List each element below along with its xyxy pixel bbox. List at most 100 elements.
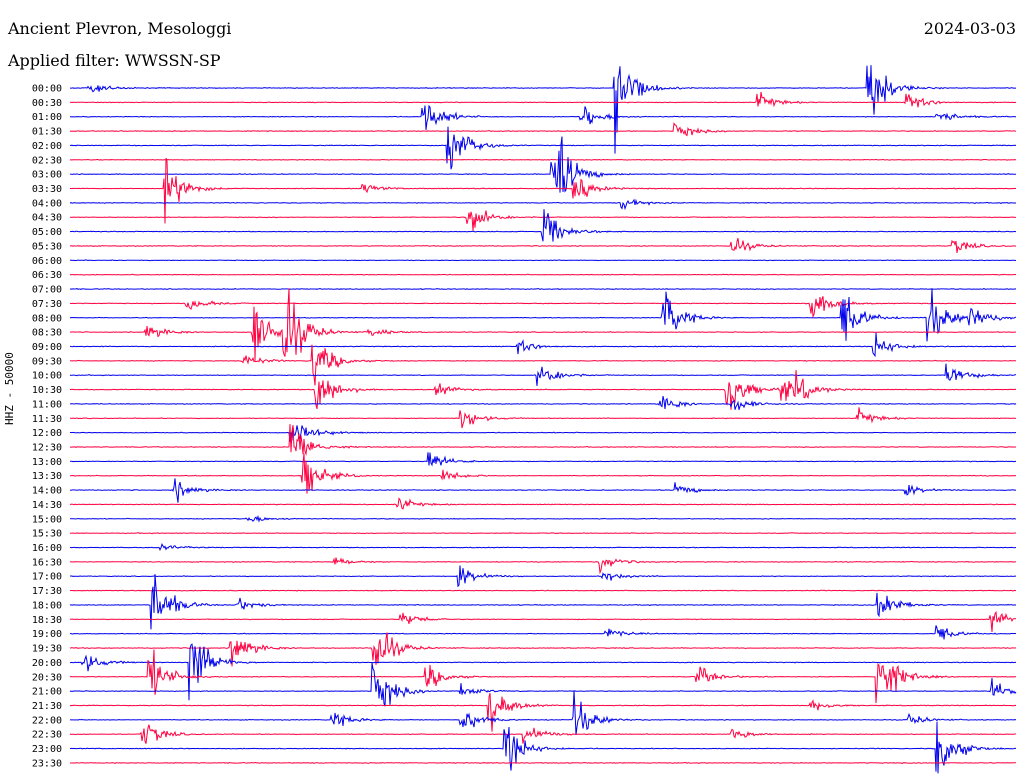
row-time-label: 07:30: [32, 299, 62, 310]
seismic-trace: [69, 643, 1016, 701]
seismic-trace: [69, 478, 1017, 503]
row-time-label: 19:30: [32, 644, 62, 655]
seismic-trace: [69, 761, 1017, 764]
row-time-label: 05:30: [32, 241, 62, 252]
seismic-trace: [69, 662, 1017, 707]
seismic-trace: [69, 574, 1017, 630]
seismic-trace: [69, 452, 1017, 467]
seismic-trace: [70, 210, 1017, 231]
row-time-label: 21:00: [32, 687, 62, 698]
row-time-label: 01:00: [32, 112, 62, 123]
row-time-label: 12:30: [32, 443, 62, 454]
row-time-label: 05:00: [32, 227, 62, 238]
row-time-label: 18:00: [32, 600, 62, 611]
row-time-label: 09:00: [32, 342, 62, 353]
seismic-trace: [69, 288, 1017, 342]
seismic-trace: [69, 158, 1016, 161]
date-label: 2024-03-03: [923, 19, 1016, 38]
seismic-trace: [69, 692, 1017, 732]
seismic-trace: [69, 296, 1017, 319]
station-title: Ancient Plevron, Mesologgi: [8, 19, 232, 38]
row-time-label: 09:30: [32, 356, 62, 367]
seismic-trace: [69, 209, 1017, 242]
row-time-label: 03:00: [32, 170, 62, 181]
row-time-label: 04:00: [32, 198, 62, 209]
seismic-trace: [69, 92, 1017, 108]
row-time-label: 13:00: [32, 457, 62, 468]
seismic-trace: [69, 724, 1016, 744]
row-time-label: 02:30: [32, 155, 62, 166]
seismic-trace: [70, 288, 1017, 361]
row-time-label: 16:00: [32, 543, 62, 554]
seismic-trace: [70, 425, 1017, 442]
row-time-label: 03:30: [32, 184, 62, 195]
seismic-trace: [69, 514, 1017, 523]
seismic-trace: [70, 126, 1017, 170]
seismic-trace: [70, 157, 1017, 224]
seismic-trace: [70, 370, 1017, 410]
seismic-trace: [69, 259, 1017, 262]
row-time-label: 01:30: [32, 127, 62, 138]
row-time-label: 13:30: [32, 471, 62, 482]
row-time-label: 20:00: [32, 658, 62, 669]
row-time-label: 16:30: [32, 557, 62, 568]
seismic-trace: [70, 407, 1017, 429]
seismic-trace: [69, 649, 1017, 704]
seismic-trace: [70, 610, 1017, 633]
row-time-label: 14:00: [32, 486, 62, 497]
seismic-trace: [69, 363, 1017, 386]
row-time-label: 00:00: [32, 84, 62, 95]
row-time-label: 08:00: [32, 313, 62, 324]
seismic-trace: [69, 453, 1017, 494]
row-time-label: 21:30: [32, 701, 62, 712]
row-time-label: 11:30: [32, 414, 62, 425]
seismic-trace: [69, 332, 1017, 358]
seismic-trace: [69, 287, 1017, 291]
row-time-label: 11:00: [32, 399, 62, 410]
row-time-label: 04:30: [32, 213, 62, 224]
row-time-label: 10:30: [32, 385, 62, 396]
row-time-label: 20:30: [32, 672, 62, 683]
seismic-trace: [69, 632, 1017, 667]
seismic-trace: [69, 557, 1017, 575]
seismic-trace: [70, 625, 1017, 640]
seismic-trace: [70, 104, 1017, 130]
row-time-label: 18:30: [32, 615, 62, 626]
seismic-trace: [69, 198, 1017, 211]
seismic-trace: [69, 136, 1017, 193]
row-time-label: 17:00: [32, 572, 62, 583]
seismic-trace: [69, 721, 1017, 774]
seismic-trace: [69, 532, 1016, 535]
seismic-trace: [69, 497, 1017, 510]
row-time-label: 14:30: [32, 500, 62, 511]
seismic-trace: [69, 122, 1016, 137]
seismic-trace: [69, 565, 1016, 588]
row-time-label: 22:30: [32, 730, 62, 741]
seismic-trace: [70, 65, 1017, 154]
seismic-trace: [69, 690, 1017, 736]
row-time-label: 15:30: [32, 529, 62, 540]
row-time-label: 10:00: [32, 371, 62, 382]
seismic-trace: [69, 424, 1017, 456]
seismic-trace: [69, 589, 1017, 592]
filter-label: Applied filter: WWSSN-SP: [8, 51, 221, 70]
seismic-trace: [70, 344, 1017, 386]
row-time-label: 07:00: [32, 285, 62, 296]
row-time-label: 22:00: [32, 715, 62, 726]
seismic-trace: [69, 238, 1017, 253]
row-time-label: 06:00: [32, 256, 62, 267]
seismic-trace: [70, 395, 1017, 410]
row-time-label: 12:00: [32, 428, 62, 439]
row-time-label: 00:30: [32, 98, 62, 109]
row-time-label: 23:00: [32, 744, 62, 755]
seismic-trace: [69, 543, 1017, 552]
row-time-label: 23:30: [32, 758, 62, 769]
row-time-label: 08:30: [32, 328, 62, 339]
row-time-label: 15:00: [32, 514, 62, 525]
row-time-label: 02:00: [32, 141, 62, 152]
row-time-label: 06:30: [32, 270, 62, 281]
row-time-label: 17:30: [32, 586, 62, 597]
row-time-label: 19:00: [32, 629, 62, 640]
seismic-trace: [69, 273, 1017, 276]
